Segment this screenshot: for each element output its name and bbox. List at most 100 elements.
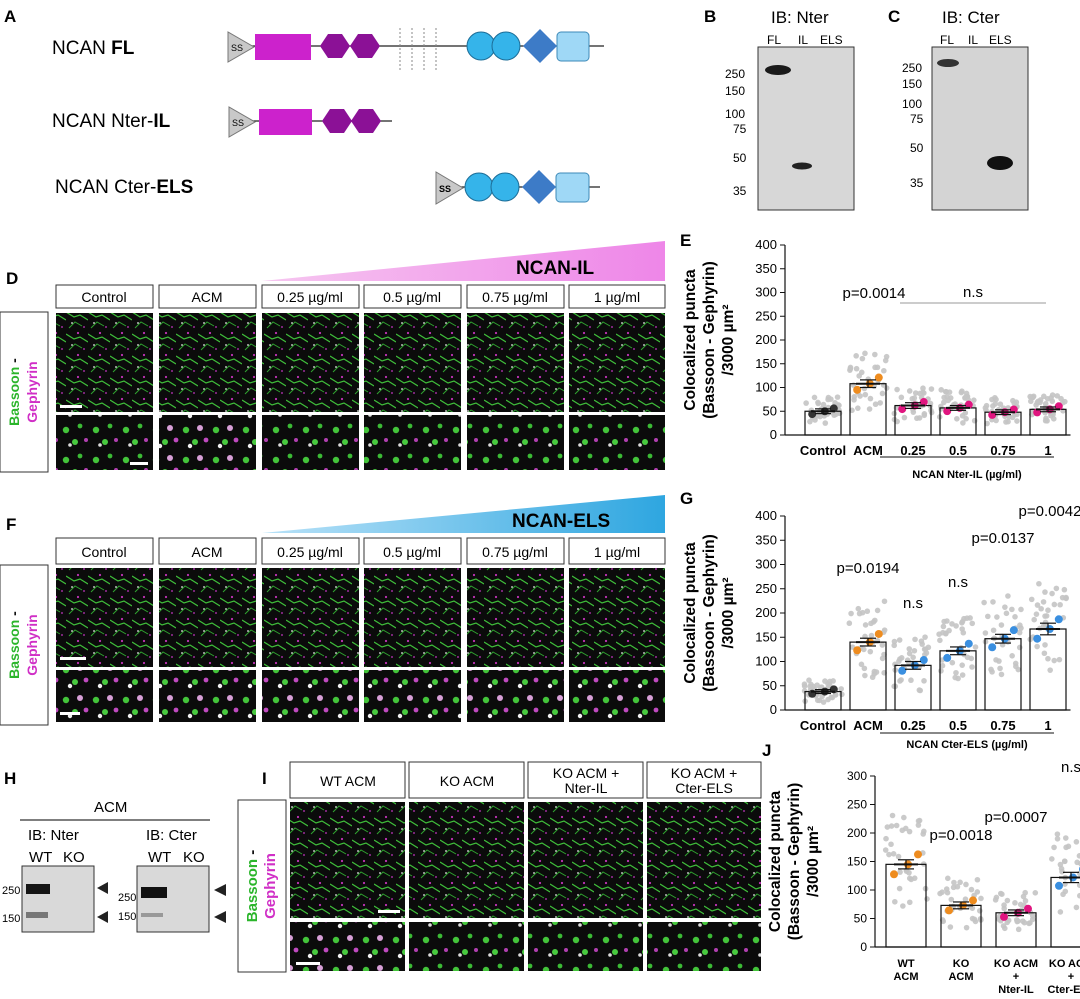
data-point [1061, 858, 1068, 864]
data-point [919, 641, 925, 647]
panel-label-c: C [888, 7, 900, 26]
blot-b-lane-els: ELS [820, 33, 843, 47]
replicate-point [1024, 904, 1032, 913]
data-point [1042, 642, 1048, 648]
circle-els-1 [464, 172, 494, 202]
blot-b-lane-il: IL [798, 33, 808, 47]
data-point [1045, 607, 1051, 614]
data-point [952, 674, 958, 681]
data-point [998, 671, 1005, 678]
scale-bar [60, 657, 86, 660]
circle-els-2 [490, 172, 520, 202]
y-tick-label: 300 [847, 769, 867, 783]
band-fl [765, 65, 791, 75]
data-point [969, 620, 976, 627]
replicate-point [1009, 626, 1018, 635]
data-point [1054, 836, 1061, 842]
data-point [906, 828, 913, 835]
data-point [992, 897, 999, 903]
marker: 150 [902, 77, 922, 91]
marker: 50 [733, 151, 747, 165]
data-point [807, 418, 813, 425]
data-point [962, 896, 969, 903]
data-point [953, 669, 959, 676]
data-point [1051, 844, 1057, 851]
y-tick-label: 350 [755, 532, 777, 547]
data-point [988, 666, 994, 673]
y-tick-label: 300 [755, 285, 777, 300]
data-point [977, 907, 983, 914]
y-tick-label: 150 [755, 629, 777, 644]
data-point [920, 385, 926, 392]
data-point [1036, 580, 1042, 587]
diamond-fl [523, 29, 557, 63]
data-point [881, 367, 887, 374]
data-point [990, 599, 996, 605]
data-point [1033, 611, 1040, 617]
replicate-point [853, 646, 862, 655]
y-tick-label: 100 [847, 883, 867, 897]
data-point [971, 417, 978, 424]
data-point [911, 647, 918, 654]
significance-label: p=0.0007 [985, 809, 1048, 826]
hexagon-il-2 [351, 109, 381, 133]
group-label: NCAN Nter-IL (µg/ml) [912, 469, 1022, 481]
data-point [1056, 656, 1063, 663]
x-tick-label: Control [800, 718, 846, 733]
data-point [1004, 919, 1011, 926]
band-il [792, 162, 812, 170]
data-point [1016, 644, 1023, 651]
data-point [941, 399, 947, 406]
y-tick-label: 400 [755, 508, 777, 523]
y-tick-label: 250 [755, 308, 777, 323]
data-point [937, 637, 943, 644]
arrowhead-icon [97, 911, 108, 923]
replicate-point [943, 653, 952, 662]
stain-label: Bassoon - [6, 611, 22, 679]
data-point [864, 608, 871, 615]
y-tick-label: 50 [854, 912, 868, 926]
data-point [921, 828, 927, 835]
x-tick-label: 1 [1044, 718, 1051, 733]
data-point [831, 412, 837, 418]
data-point [982, 405, 989, 411]
data-point [1053, 585, 1060, 592]
data-point [1002, 604, 1008, 610]
data-point [954, 415, 960, 422]
marker: 250 [902, 61, 922, 75]
x-tick-label: 1 [1044, 443, 1051, 458]
concentration-wedge-il [262, 241, 665, 281]
data-point [801, 681, 808, 688]
condition-label: ACM [191, 544, 222, 560]
data-point [1009, 652, 1015, 659]
data-point [1049, 590, 1055, 597]
stain-label: Gephyrin [24, 361, 40, 422]
panel-label-j: J [762, 741, 771, 760]
lane-label: WT [29, 849, 52, 866]
data-point [873, 669, 880, 675]
panel-d-micrographs: NCAN-IL Control ACM 0.25 µg/ml 0.5 µg/ml… [0, 241, 666, 473]
marker: 75 [910, 112, 924, 126]
construct-label-fl: NCAN FL [52, 38, 135, 59]
replicate-point [943, 407, 952, 416]
blot-c-lane-els: ELS [989, 33, 1012, 47]
data-point [1009, 606, 1015, 613]
replicate-point [1033, 408, 1042, 417]
data-point [1015, 918, 1021, 924]
data-point [868, 620, 874, 627]
banner-ncan-il: NCAN-IL [516, 258, 594, 279]
data-point [1073, 904, 1080, 911]
lectin-domain-fl [255, 34, 311, 60]
data-point [893, 822, 900, 829]
data-point [839, 691, 845, 698]
panel-label-b: B [704, 7, 716, 26]
data-point [906, 646, 913, 652]
data-point [972, 644, 979, 650]
data-point [1005, 593, 1011, 599]
data-point [1051, 657, 1057, 664]
y-tick-label: 50 [763, 678, 777, 693]
data-point [1018, 625, 1024, 631]
ss-label-fl: SS [231, 43, 243, 53]
significance-label: p=0.0018 [930, 827, 993, 844]
ss-label-il: SS [232, 118, 244, 128]
